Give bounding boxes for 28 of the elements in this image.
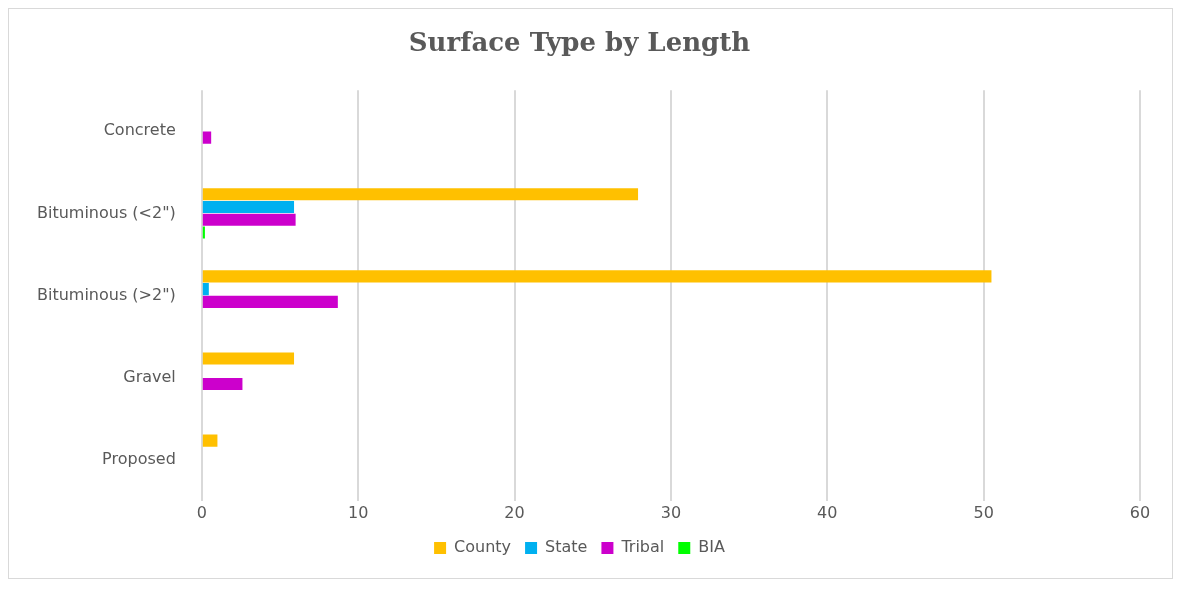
bar [202,226,205,239]
bar [202,283,209,296]
x-tick-label: 40 [817,502,838,522]
chart-title: Surface Type by Length [408,27,751,58]
x-tick-label: 20 [504,502,525,522]
y-tick-label: Bituminous (<2") [36,202,176,222]
y-tick-label: Proposed [102,448,176,468]
x-tick-label: 60 [1129,502,1151,522]
bar [202,213,296,226]
legend-label: Tribal [620,537,665,557]
x-tick-label: 50 [973,502,994,522]
y-tick-label: Bituminous (>2") [36,284,176,304]
bar [202,200,295,214]
legend-label: BIA [698,537,725,557]
x-tick-label: 10 [347,502,369,522]
y-tick-label: Gravel [123,366,176,386]
x-tick-label: 30 [660,502,682,522]
bar [202,188,639,201]
bar [202,295,338,308]
bar [202,270,992,283]
y-tick-label: Concrete [103,120,176,140]
bar [202,377,243,391]
legend-label: County [454,537,512,557]
bar [202,352,295,365]
legend-label: State [545,537,588,557]
bar [202,434,218,447]
x-tick-label: 0 [196,502,207,522]
bar [202,131,212,144]
